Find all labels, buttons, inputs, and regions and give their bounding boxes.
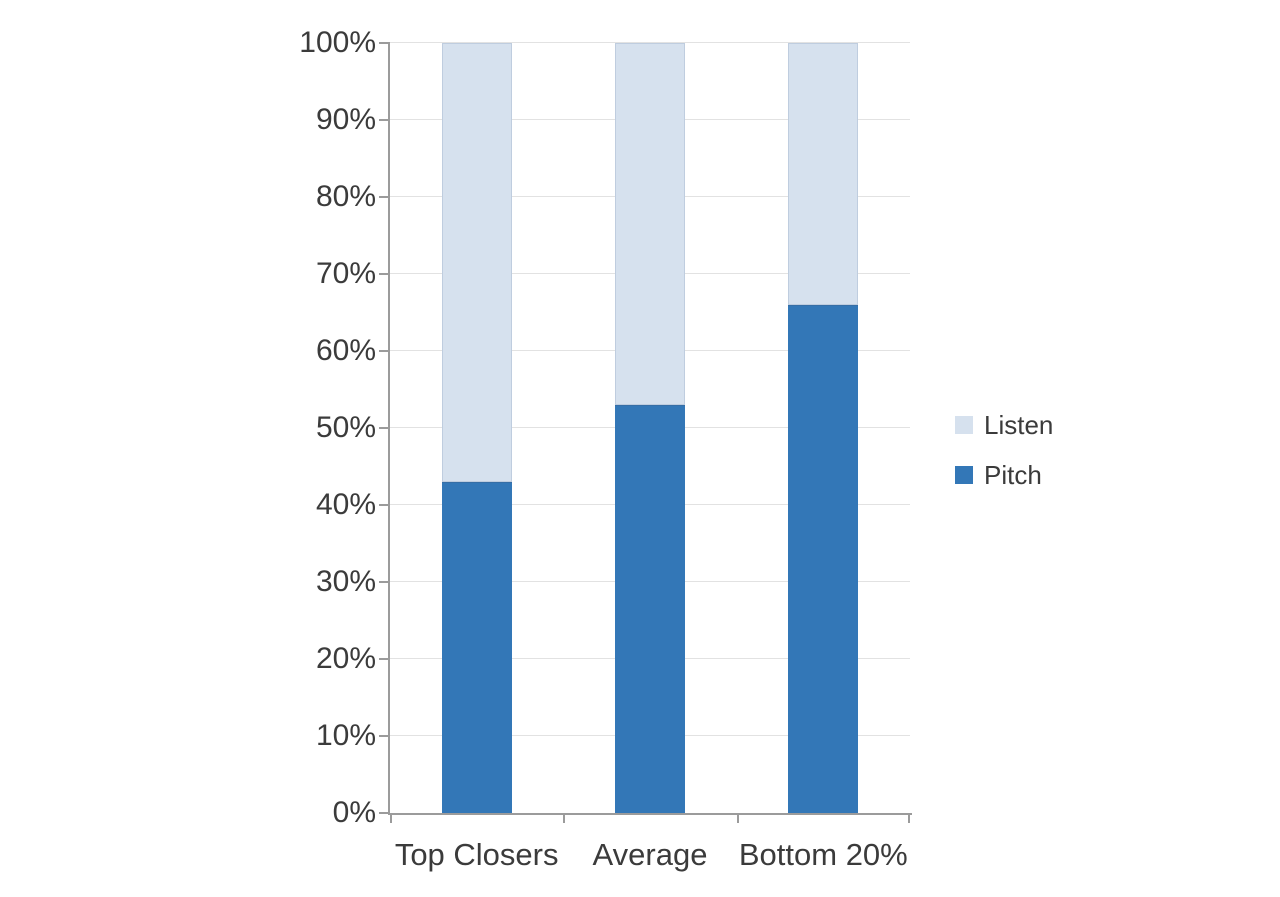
y-axis-label: 80% bbox=[315, 180, 376, 213]
y-axis-label: 30% bbox=[315, 565, 376, 598]
y-axis-label: 0% bbox=[332, 796, 376, 829]
legend-item-listen: Listen bbox=[955, 412, 1053, 438]
y-axis-label: 90% bbox=[315, 103, 376, 136]
bar-segment-pitch-2 bbox=[615, 404, 685, 813]
y-axis-label: 100% bbox=[299, 26, 376, 59]
y-axis-label: 40% bbox=[315, 488, 376, 521]
y-axis-tick bbox=[379, 119, 390, 121]
y-axis-tick bbox=[379, 581, 390, 583]
y-axis-tick bbox=[379, 504, 390, 506]
y-axis-tick bbox=[379, 427, 390, 429]
legend-label: Listen bbox=[984, 410, 1054, 440]
bar-segment-listen-2 bbox=[615, 43, 685, 405]
y-axis-label: 70% bbox=[315, 257, 376, 290]
y-axis-tick bbox=[379, 735, 390, 737]
y-axis-label: 20% bbox=[315, 642, 376, 675]
x-axis-tick bbox=[563, 813, 566, 823]
y-axis-tick bbox=[379, 658, 390, 660]
y-axis-tick bbox=[379, 812, 390, 814]
y-axis-tick bbox=[379, 42, 390, 44]
bar-segment-pitch-3 bbox=[788, 304, 859, 813]
plot-area: 0% 10% 20% 30% 40% 50% 60% 70% 80% 90% 100% Top Clo… bbox=[299, 28, 912, 872]
x-axis-label: Average bbox=[592, 837, 708, 872]
y-axis-label: 10% bbox=[315, 719, 376, 752]
x-axis-line bbox=[388, 813, 912, 815]
legend-swatch-pitch bbox=[955, 466, 973, 484]
x-axis-tick bbox=[736, 813, 739, 823]
x-axis-label: Top Closers bbox=[394, 837, 559, 872]
bar-segment-pitch-1 bbox=[441, 481, 512, 813]
gridline bbox=[390, 42, 910, 43]
x-axis-tick bbox=[908, 813, 910, 823]
y-axis-label: 50% bbox=[315, 411, 376, 444]
legend-label: Pitch bbox=[984, 460, 1042, 490]
legend-swatch-listen bbox=[955, 416, 973, 434]
y-axis-label: 60% bbox=[315, 334, 376, 367]
bar-segment-listen-1 bbox=[441, 43, 512, 482]
legend-item-pitch: Pitch bbox=[955, 462, 1053, 488]
y-axis-line bbox=[388, 43, 390, 815]
y-axis-tick bbox=[379, 350, 390, 352]
legend: Listen Pitch bbox=[955, 412, 1053, 512]
y-axis-tick bbox=[379, 196, 390, 198]
x-axis-label: Bottom 20% bbox=[738, 837, 908, 872]
bar-segment-listen-3 bbox=[788, 43, 859, 305]
x-axis-tick bbox=[390, 813, 392, 823]
y-axis-tick bbox=[379, 273, 390, 275]
